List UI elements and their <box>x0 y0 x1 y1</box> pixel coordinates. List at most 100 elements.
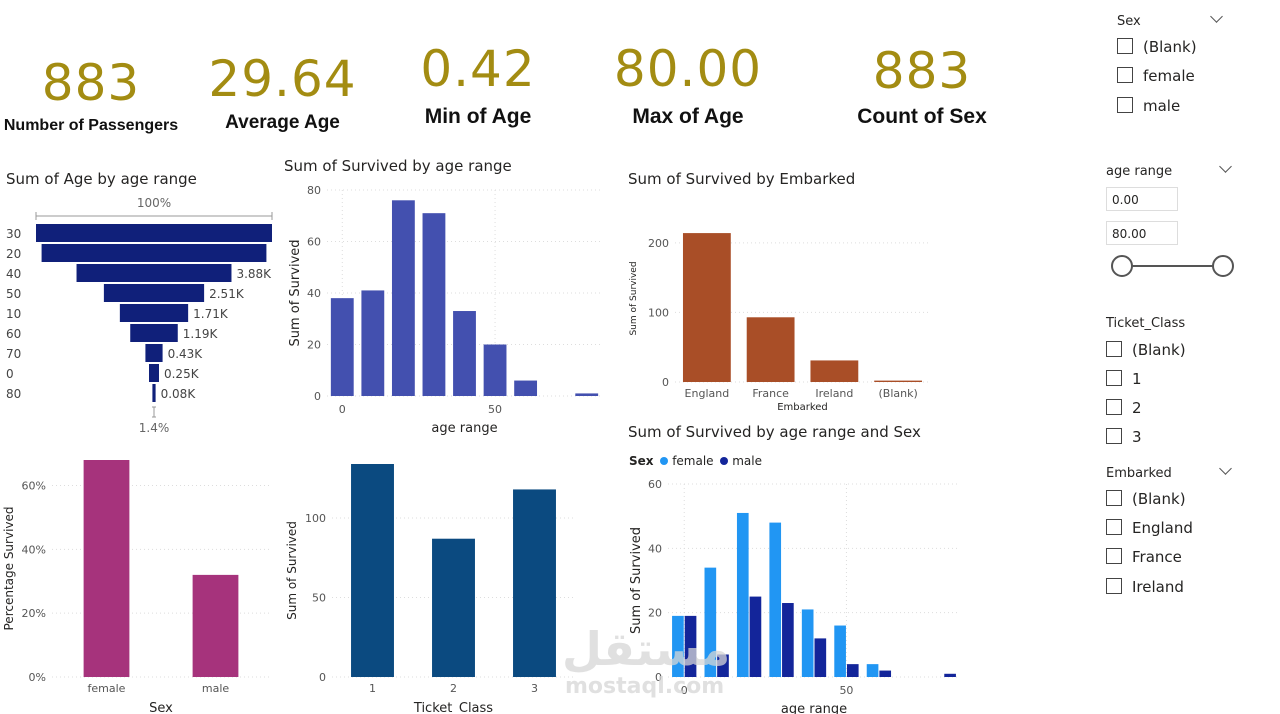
y-tick-label: 40 <box>648 542 662 555</box>
kpi-min-age: 0.42 Min of Age <box>398 41 558 129</box>
option-label: France <box>1132 548 1182 566</box>
slider-track[interactable] <box>1122 265 1224 267</box>
bar <box>814 638 827 677</box>
age-bar-title: Sum of Survived by age range <box>284 157 512 175</box>
slicer-option-2[interactable]: 2 <box>1106 399 1142 417</box>
slicer-option-france[interactable]: France <box>1106 548 1182 566</box>
y-tick-label: 80 <box>307 184 321 197</box>
x-tick-label: 50 <box>839 684 853 697</box>
x-tick-label: (Blank) <box>878 387 917 400</box>
y-tick-label: 20% <box>22 607 46 620</box>
legend-dot-icon <box>660 457 669 465</box>
legend-item-male[interactable]: male <box>720 454 762 468</box>
checkbox[interactable] <box>1117 38 1133 54</box>
funnel-bar <box>152 384 156 402</box>
age-range-bar-chart: 0 20 40 60 80 0 50 age range Sum of Survived <box>288 184 602 436</box>
y-tick-label: 0% <box>29 671 46 684</box>
checkbox[interactable] <box>1117 67 1133 83</box>
kpi-average-age: 29.64 Average Age <box>200 51 365 135</box>
y-tick-label: 0 <box>314 390 321 403</box>
bar <box>782 603 794 677</box>
x-axis-title: age range <box>781 702 847 714</box>
checkbox[interactable] <box>1106 428 1122 444</box>
x-axis-title: age range <box>431 421 497 436</box>
watermark-text: mostaql.com <box>565 674 725 699</box>
range-min-input[interactable]: 0.00 <box>1106 187 1178 211</box>
y-tick-label: 40% <box>22 543 46 556</box>
slider-max-handle[interactable] <box>1212 255 1234 277</box>
funnel-category-label: 0 <box>6 367 14 381</box>
x-tick-label: 0 <box>339 403 346 416</box>
funnel-bottom-label: 1.4% <box>139 421 170 435</box>
kpi-value: 883 <box>872 42 972 100</box>
chevron-down-icon[interactable] <box>1219 462 1232 475</box>
option-label: 3 <box>1132 428 1142 446</box>
slicer-title: Sex <box>1117 14 1141 29</box>
funnel-category-label: 50 <box>6 287 21 301</box>
slicer-option-blank[interactable]: (Blank) <box>1106 341 1186 359</box>
funnel-category-label: 20 <box>6 247 21 261</box>
checkbox[interactable] <box>1106 399 1122 415</box>
y-tick-label: 40 <box>307 287 321 300</box>
legend-label: female <box>672 454 714 468</box>
y-tick-label: 0 <box>655 671 662 684</box>
checkbox[interactable] <box>1106 519 1122 535</box>
slicer-title: age range <box>1106 164 1173 179</box>
kpi-label: Number of Passengers <box>3 117 179 134</box>
checkbox[interactable] <box>1106 490 1122 506</box>
y-tick-label: 60 <box>648 478 662 491</box>
checkbox[interactable] <box>1106 341 1122 357</box>
bar <box>432 538 475 677</box>
kpi-label: Count of Sex <box>857 105 987 128</box>
funnel-data-label: 1.19K <box>183 327 219 341</box>
y-axis-title: Percentage Survived <box>2 506 16 630</box>
slicer-title: Ticket_Class <box>1106 316 1186 331</box>
bar <box>801 609 814 677</box>
bar <box>83 460 130 677</box>
slicer-option-female[interactable]: female <box>1117 67 1195 85</box>
option-label: female <box>1143 67 1195 85</box>
slicer-option-blank[interactable]: (Blank) <box>1117 38 1197 56</box>
bar <box>834 625 846 677</box>
slicer-option-blank[interactable]: (Blank) <box>1106 490 1186 508</box>
age-sex-bar-title: Sum of Survived by age range and Sex <box>628 423 921 441</box>
checkbox[interactable] <box>1106 548 1122 564</box>
checkbox[interactable] <box>1117 97 1133 113</box>
y-axis-title: Sum of Survived <box>629 261 639 335</box>
slicer-option-male[interactable]: male <box>1117 97 1180 115</box>
option-label: (Blank) <box>1132 341 1186 359</box>
slicer-option-1[interactable]: 1 <box>1106 370 1142 388</box>
kpi-passengers: 883 Number of Passengers <box>0 55 182 138</box>
slicer-option-england[interactable]: England <box>1106 519 1193 537</box>
option-label: England <box>1132 519 1193 537</box>
checkbox[interactable] <box>1106 370 1122 386</box>
funnel-category-label: 80 <box>6 387 21 401</box>
bar <box>746 317 795 382</box>
bar <box>846 664 859 677</box>
funnel-data-label: 0.43K <box>168 347 204 361</box>
funnel-top-label: 100% <box>137 196 171 210</box>
funnel-title: Sum of Age by age range <box>6 170 197 188</box>
y-axis-title: Sum of Survived <box>285 521 299 620</box>
chevron-down-icon[interactable] <box>1210 10 1223 23</box>
ticket-class-chart: 0 50 100 1 2 3 Ticket_Class Sum of Survived <box>285 464 575 714</box>
chevron-down-icon[interactable] <box>1219 160 1232 173</box>
range-max-input[interactable]: 80.00 <box>1106 221 1178 245</box>
slicer-option-ireland[interactable]: Ireland <box>1106 578 1184 596</box>
kpi-value: 29.64 <box>208 50 357 108</box>
funnel-category-label: 40 <box>6 267 21 281</box>
bar <box>704 567 717 677</box>
bar <box>514 380 538 396</box>
option-label: (Blank) <box>1132 490 1186 508</box>
slider-min-handle[interactable] <box>1111 255 1133 277</box>
y-tick-label: 60 <box>307 236 321 249</box>
bar <box>330 298 354 396</box>
x-tick-label: male <box>202 682 230 695</box>
bar <box>351 464 394 677</box>
y-tick-label: 100 <box>648 306 669 319</box>
legend-item-female[interactable]: female <box>660 454 714 468</box>
checkbox[interactable] <box>1106 578 1122 594</box>
x-tick-label: France <box>752 387 789 400</box>
slicer-option-3[interactable]: 3 <box>1106 428 1142 446</box>
y-tick-label: 20 <box>307 339 321 352</box>
